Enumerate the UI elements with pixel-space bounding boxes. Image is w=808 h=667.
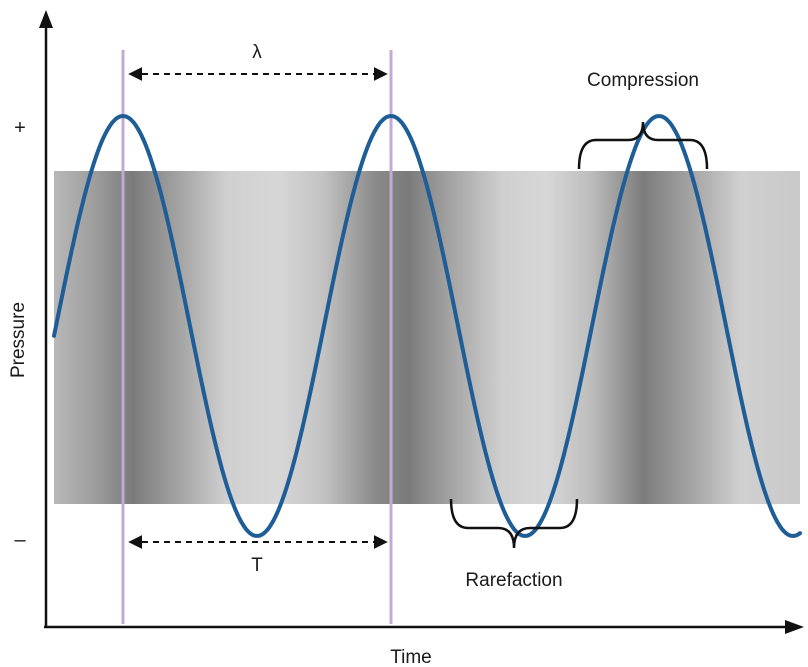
up-arrow-icon — [39, 10, 53, 28]
pressure-band — [54, 171, 800, 504]
plus-label: + — [14, 117, 26, 139]
compression-brace — [577, 121, 709, 170]
wavelength-label: λ — [252, 42, 262, 63]
right-arrow-icon — [785, 620, 804, 634]
pressure-wave — [52, 114, 802, 538]
x-axis-label: Time — [390, 647, 432, 667]
rarefaction-brace — [449, 498, 579, 549]
period-label: T — [251, 555, 263, 576]
compression-label: Compression — [587, 70, 699, 91]
minus-label: – — [14, 529, 26, 551]
rarefaction-label: Rarefaction — [465, 570, 562, 591]
y-axis-label: Pressure — [8, 302, 29, 378]
